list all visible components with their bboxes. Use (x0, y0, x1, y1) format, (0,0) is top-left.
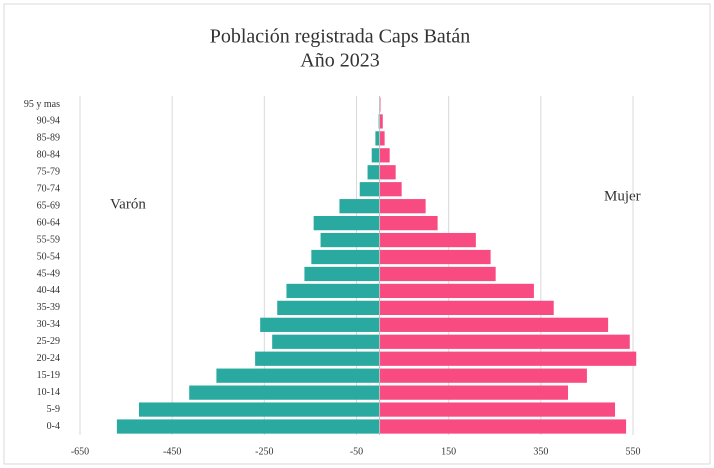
bar (138, 402, 380, 417)
bar (375, 131, 380, 146)
x-tick-label: 550 (626, 446, 641, 457)
y-tick-label: 15-19 (37, 370, 60, 381)
y-tick-label: 30-34 (37, 319, 60, 330)
chart-subtitle: Año 2023 (300, 50, 379, 72)
y-tick-label: 50-54 (37, 251, 60, 262)
bar (367, 165, 380, 180)
x-tick-label: -450 (163, 446, 181, 457)
y-tick-label: 95 y mas (24, 99, 60, 110)
bar (304, 266, 380, 282)
bar (359, 182, 380, 197)
bar (379, 334, 630, 349)
y-tick-label: 70-74 (37, 184, 60, 195)
y-tick-label: 85-89 (37, 133, 60, 144)
bar (216, 368, 380, 383)
y-tick-label: 45-49 (37, 268, 60, 279)
bar (379, 182, 402, 197)
bar (311, 249, 380, 265)
bar (277, 300, 380, 315)
x-tick-label: -650 (71, 446, 89, 457)
series-annotation: Varón (110, 196, 146, 212)
x-tick-label: 150 (441, 446, 456, 457)
chart-title: Población registrada Caps Batán (210, 26, 471, 48)
bar (255, 351, 380, 366)
bar (379, 216, 438, 231)
bar (379, 249, 491, 265)
bar (379, 351, 637, 366)
bar (379, 402, 616, 417)
bar (339, 199, 380, 214)
bar (260, 317, 380, 332)
y-tick-label: 0-4 (47, 421, 60, 432)
x-tick-label: -50 (350, 446, 363, 457)
bar (379, 419, 627, 434)
bar (313, 216, 380, 231)
bar (379, 283, 534, 299)
y-tick-label: 25-29 (37, 336, 60, 347)
bar (379, 266, 496, 282)
bar (286, 283, 380, 299)
bar (189, 385, 380, 400)
bar (320, 232, 380, 248)
bar (116, 419, 380, 434)
y-tick-label: 60-64 (37, 217, 60, 228)
bar (379, 148, 390, 163)
x-tick-label: -250 (255, 446, 273, 457)
y-tick-label: 5-9 (47, 404, 60, 415)
y-tick-label: 80-84 (37, 150, 60, 161)
bar (379, 114, 383, 129)
bar (379, 131, 385, 146)
y-tick-label: 65-69 (37, 200, 60, 211)
bar (379, 300, 554, 315)
series-annotation: Mujer (604, 188, 641, 204)
bar (379, 165, 396, 180)
x-tick-label: 350 (533, 446, 548, 457)
y-tick-label: 35-39 (37, 302, 60, 313)
bar (272, 334, 380, 349)
y-tick-label: 55-59 (37, 234, 60, 245)
y-tick-label: 10-14 (37, 387, 60, 398)
y-tick-label: 75-79 (37, 167, 60, 178)
y-tick-label: 20-24 (37, 353, 60, 364)
y-tick-label: 90-94 (37, 116, 60, 127)
bar (379, 317, 609, 332)
bar (379, 232, 476, 248)
bar (379, 368, 587, 383)
bar (379, 385, 569, 400)
bar (379, 199, 426, 214)
y-tick-label: 40-44 (37, 285, 60, 296)
bar (371, 148, 380, 163)
